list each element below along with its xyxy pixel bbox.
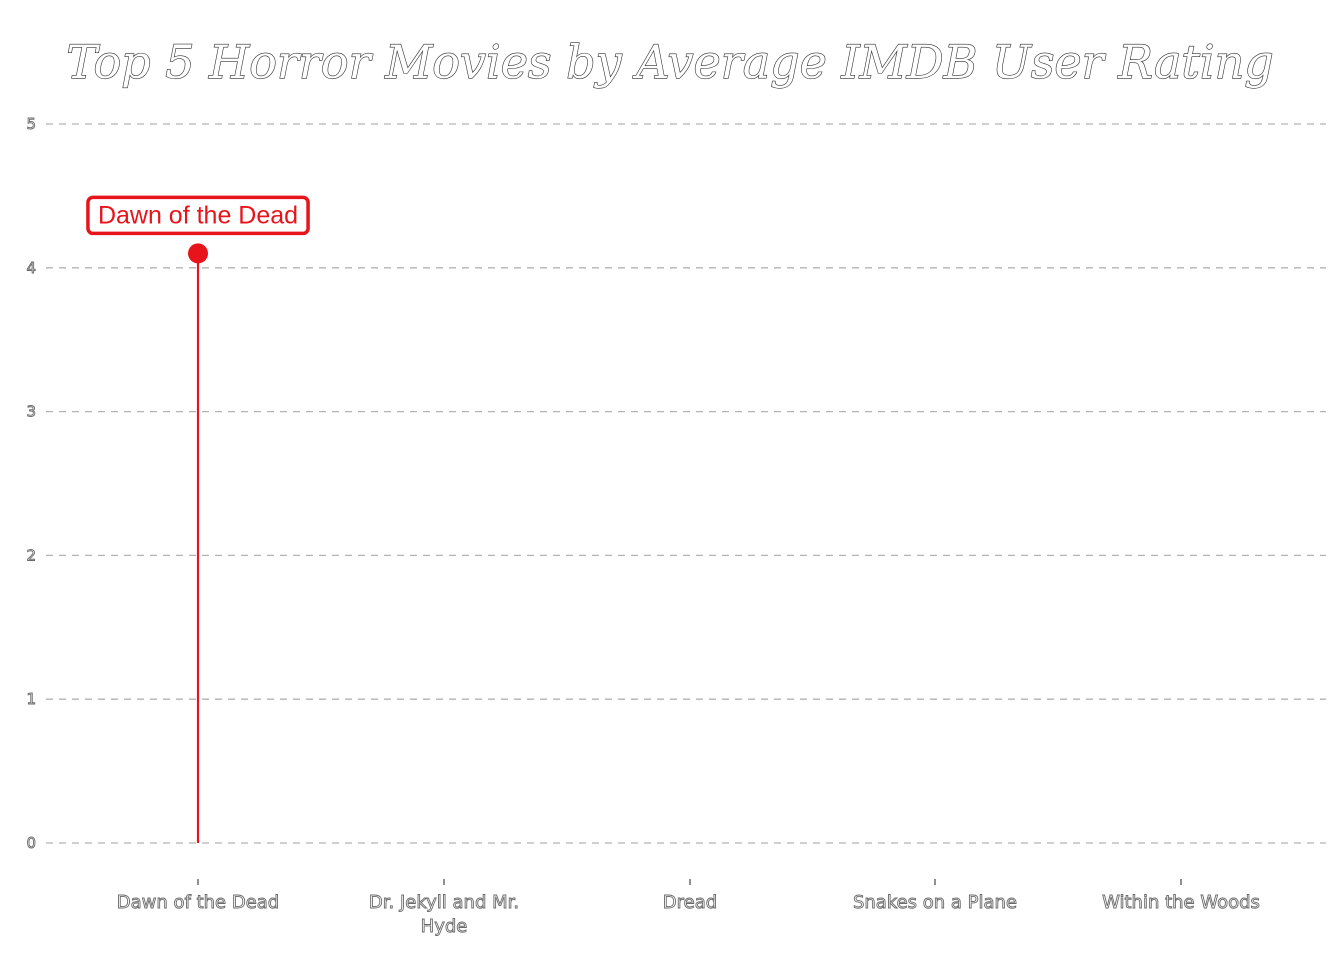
lollipop-marks: [188, 243, 208, 843]
x-tick-label-1: Dr. Jekyll and Mr. Hyde: [369, 892, 519, 937]
lollipop-point-0: [188, 243, 208, 264]
chart-title: Top 5 Horror Movies by Average IMDB User…: [66, 35, 1273, 89]
x-tick-label-0: Dawn of the Dead: [117, 892, 279, 913]
x-tick-label-4: Within the Woods: [1102, 892, 1260, 913]
y-axis-ticks: 0 1 2 3 4 5: [26, 115, 36, 853]
y-tick-label-5: 5: [26, 115, 36, 133]
x-tick-label-3: Snakes on a Plane: [853, 892, 1017, 913]
y-tick-label-0: 0: [26, 834, 36, 852]
highlight-annotation: Dawn of the Dead: [86, 195, 310, 236]
annotation-label: Dawn of the Dead: [98, 201, 298, 229]
annotation-box: [86, 195, 310, 236]
y-tick-label-1: 1: [26, 690, 36, 708]
y-tick-label-4: 4: [26, 259, 36, 277]
grid-lines: [46, 123, 1326, 844]
y-tick-label-2: 2: [26, 546, 36, 564]
x-axis-ticks: Dawn of the Dead Dr. Jekyll and Mr. Hyde Dr…: [116, 879, 1260, 937]
x-tick-label-2: Dread: [663, 892, 717, 913]
y-tick-label-3: 3: [26, 403, 36, 421]
